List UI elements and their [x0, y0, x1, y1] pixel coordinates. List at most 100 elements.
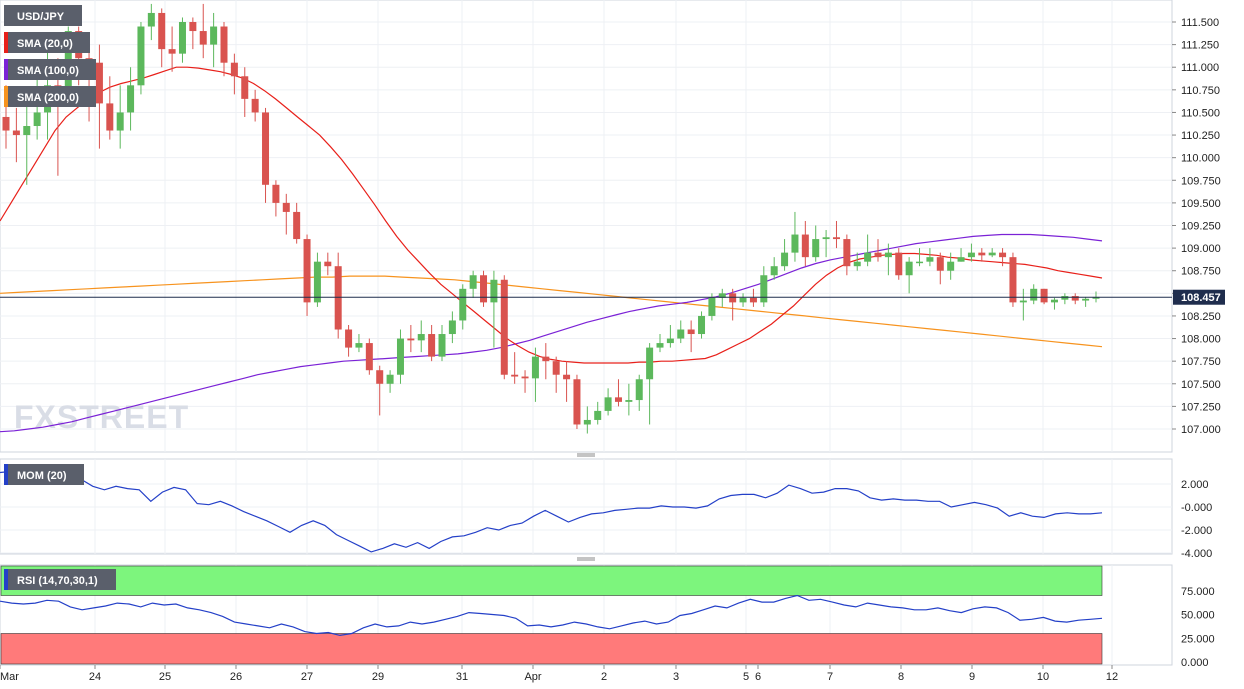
price-tick-label: 110.250	[1181, 130, 1220, 142]
candle	[1050, 297, 1058, 310]
legend-symbol[interactable]: USD/JPY	[4, 5, 82, 26]
candle	[511, 352, 519, 384]
candle	[594, 401, 602, 425]
time-tick-label: 9	[969, 671, 975, 683]
sma-200-path	[0, 275, 1103, 348]
candle	[531, 347, 539, 402]
candles	[2, 3, 1100, 434]
price-tick-label: 110.500	[1181, 107, 1220, 119]
time-tick-label: 5	[743, 671, 749, 683]
rsi-tick-label: 75.000	[1181, 586, 1215, 598]
candle	[718, 288, 726, 307]
candle	[656, 334, 664, 353]
candle	[1009, 252, 1017, 307]
rsi-tick-label: 25.000	[1181, 633, 1215, 645]
candle	[749, 288, 757, 307]
candle	[480, 270, 488, 307]
momentum-panel: 2.000 -0.000 -2.000 -4.000 MOM (20)	[0, 458, 1212, 560]
candle	[407, 324, 415, 353]
sma-100-line	[0, 233, 1103, 433]
time-tick-label: 12	[1106, 671, 1118, 683]
rsi-axis: 75.000 50.000 25.000 0.000	[1181, 586, 1215, 669]
time-tick-label: 6	[755, 671, 761, 683]
price-tick-label: 109.500	[1181, 198, 1221, 210]
panel-splitter-1[interactable]	[577, 453, 595, 457]
candle	[999, 248, 1007, 267]
time-tick-label: Apr	[524, 671, 541, 683]
legend-sma200[interactable]: SMA (200,0)	[4, 86, 96, 107]
fxstreet-watermark: FXSTREET	[14, 399, 189, 435]
candle	[386, 370, 394, 393]
legend-momentum[interactable]: MOM (20)	[4, 464, 84, 485]
candle	[666, 324, 674, 348]
candle	[895, 248, 903, 280]
candle	[469, 270, 477, 298]
candle	[843, 234, 851, 276]
price-tick-label: 107.250	[1181, 401, 1221, 413]
candle	[127, 67, 135, 131]
rsi-tick-label: 50.000	[1181, 610, 1215, 622]
price-tick-label: 107.750	[1181, 356, 1221, 368]
candle	[708, 293, 716, 321]
time-tick-label: 26	[230, 671, 242, 683]
last-price-value: 108.457	[1181, 292, 1221, 304]
candle	[832, 220, 840, 249]
candle	[293, 202, 301, 244]
candle	[625, 383, 633, 416]
candle	[23, 94, 31, 185]
candle	[490, 270, 498, 348]
candle	[770, 257, 778, 280]
candle	[376, 365, 384, 416]
time-tick-label: 3	[673, 671, 679, 683]
sma20-label: SMA (20,0)	[17, 38, 73, 50]
candle	[1061, 293, 1069, 305]
momentum-tick-label: -4.000	[1181, 548, 1212, 560]
candle	[583, 406, 591, 434]
price-tick-label: 109.750	[1181, 175, 1221, 187]
momentum-tick-label: 2.000	[1181, 479, 1209, 491]
candle	[947, 252, 955, 280]
candle	[635, 374, 643, 411]
candle	[158, 8, 166, 68]
candle	[324, 252, 332, 276]
legend-sma100[interactable]: SMA (100,0)	[4, 59, 96, 80]
candle	[1030, 284, 1038, 305]
candle	[729, 288, 737, 321]
panel-splitter-2[interactable]	[577, 557, 595, 561]
last-price-label: 108.457	[1173, 289, 1225, 305]
candle	[614, 379, 622, 407]
rsi-panel: 75.000 50.000 25.000 0.000 RSI (14,70,30,1)	[0, 564, 1215, 669]
legend-sma20[interactable]: SMA (20,0)	[4, 32, 90, 53]
candle	[345, 324, 353, 357]
legend: USD/JPY SMA (20,0) SMA (100,0) SMA (200,…	[4, 5, 96, 107]
candle	[438, 324, 446, 362]
rsi-line	[0, 594, 1103, 637]
candle	[303, 234, 311, 316]
candle	[1040, 288, 1048, 305]
candle	[168, 26, 176, 72]
candle	[428, 324, 436, 362]
sma-100-path	[0, 233, 1103, 433]
time-tick-label: 25	[159, 671, 171, 683]
rsi-overbought-zone	[0, 565, 1103, 596]
candle	[698, 311, 706, 339]
price-tick-label: 107.000	[1181, 424, 1221, 436]
rsi-tick-label: 0.000	[1181, 657, 1209, 669]
candle	[241, 67, 249, 117]
sma100-label: SMA (100,0)	[17, 65, 79, 77]
sma-20-line	[0, 66, 1103, 364]
candle	[137, 22, 145, 95]
candle	[396, 329, 404, 384]
candle	[604, 388, 612, 416]
candle	[106, 76, 114, 140]
candle	[646, 343, 654, 425]
candle	[116, 85, 124, 149]
rsi-zones	[0, 565, 1103, 665]
legend-rsi[interactable]: RSI (14,70,30,1)	[4, 569, 116, 590]
candle	[272, 180, 280, 217]
candle	[563, 361, 571, 402]
candle	[12, 107, 20, 163]
momentum-label: MOM (20)	[17, 470, 67, 482]
symbol-title: USD/JPY	[17, 11, 65, 23]
